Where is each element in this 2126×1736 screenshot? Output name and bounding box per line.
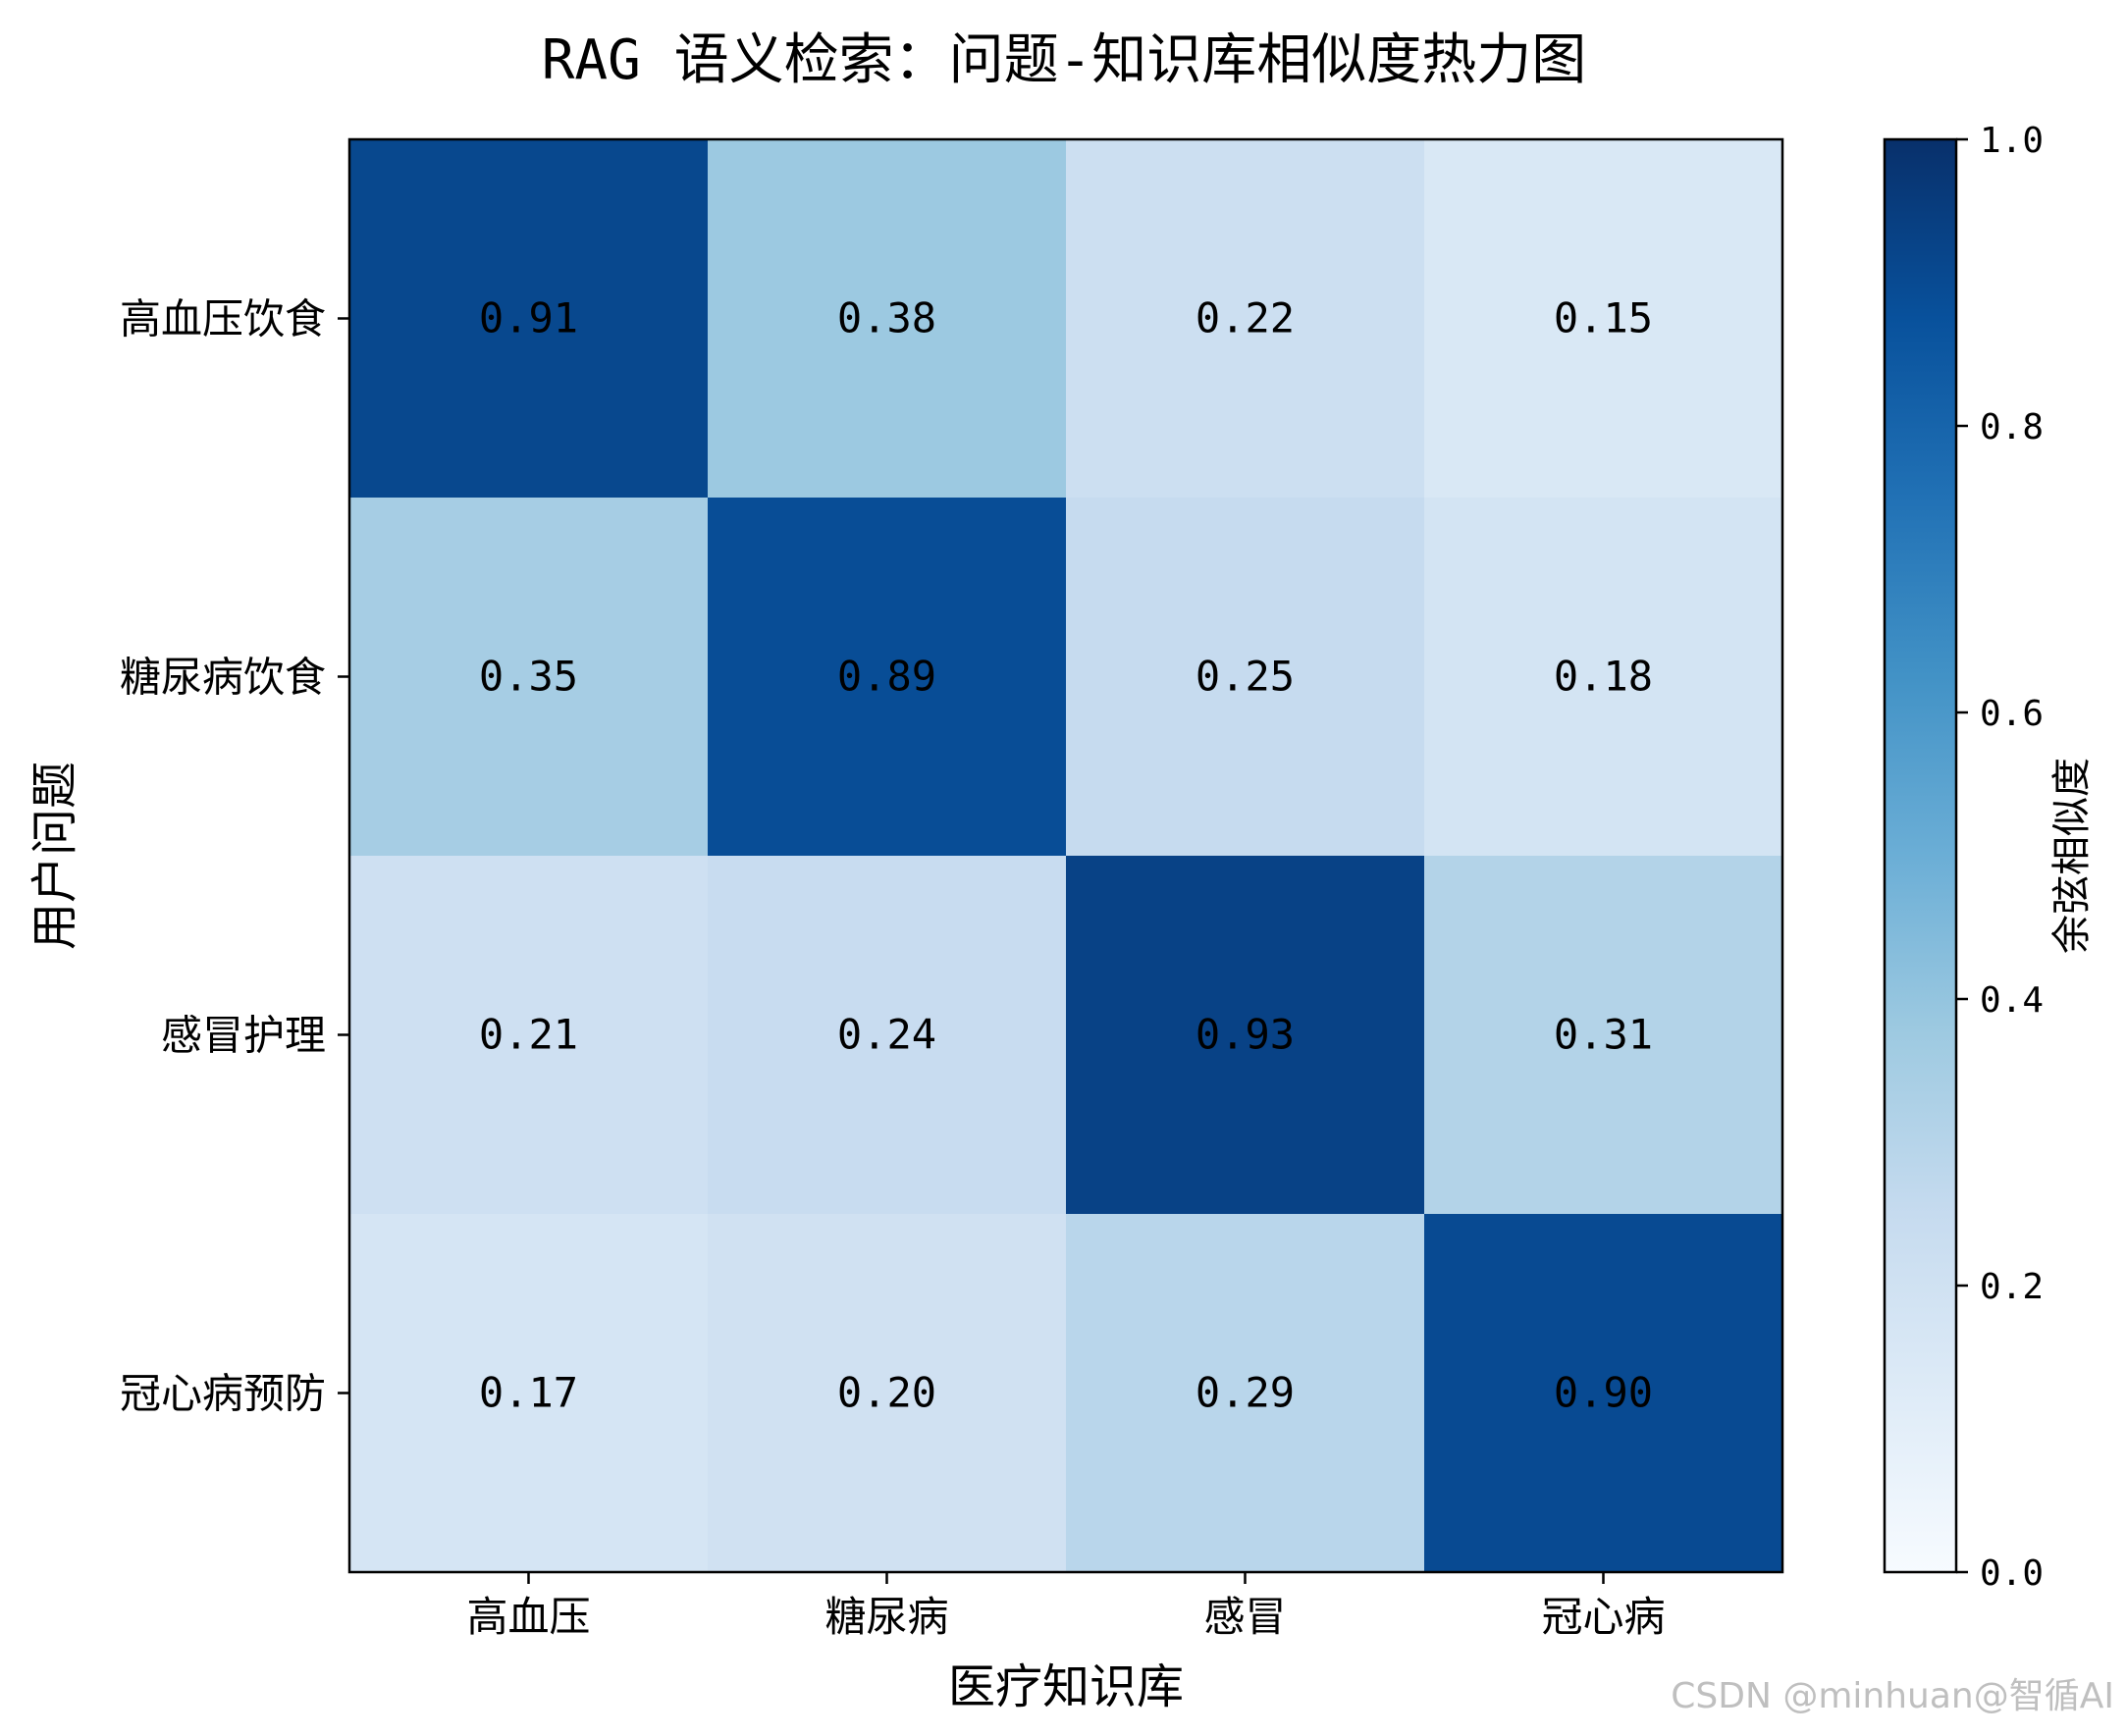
heatmap-cell xyxy=(1424,856,1783,1215)
cell-value-label: 0.93 xyxy=(1196,1011,1295,1059)
x-axis-ticks: 高血压 糖尿病 感冒 冠心病 xyxy=(466,1572,1666,1641)
heatmap-cell xyxy=(1066,1214,1425,1573)
colorbar-tick-label: 0.4 xyxy=(1980,980,2044,1021)
colorbar-tick-label: 0.0 xyxy=(1980,1553,2044,1594)
x-tick-label: 冠心病 xyxy=(1541,1593,1665,1641)
y-tick-label: 感冒护理 xyxy=(161,1012,326,1060)
heatmap-cell xyxy=(349,856,709,1215)
heatmap-cell xyxy=(1066,498,1425,857)
heatmap-cell xyxy=(1424,139,1783,499)
heatmap-cell xyxy=(1424,498,1783,857)
chart-title: RAG 语义检索：问题-知识库相似度热力图 xyxy=(542,28,1587,92)
x-tick-label: 高血压 xyxy=(466,1593,590,1641)
colorbar-tick-label: 0.6 xyxy=(1980,694,2044,734)
heatmap-cell xyxy=(349,1214,709,1573)
cell-value-label: 0.91 xyxy=(479,294,578,342)
y-axis-label: 用户问题 xyxy=(27,762,82,950)
y-tick-label: 高血压饮食 xyxy=(120,295,326,343)
cell-value-label: 0.89 xyxy=(837,653,936,701)
heatmap-cell xyxy=(349,498,709,857)
y-tick-label: 冠心病预防 xyxy=(120,1370,326,1418)
cell-value-label: 0.22 xyxy=(1196,294,1295,342)
heatmap-cell xyxy=(1424,1214,1783,1573)
colorbar-tick-label: 0.8 xyxy=(1980,407,2044,447)
colorbar xyxy=(1883,137,1958,1574)
watermark: CSDN @minhuan@智循AI xyxy=(1671,1676,2114,1716)
cell-value-label: 0.35 xyxy=(479,653,578,701)
colorbar-tick-label: 0.2 xyxy=(1980,1267,2044,1307)
heatmap-cell xyxy=(1066,856,1425,1215)
x-axis-label: 医疗知识库 xyxy=(948,1659,1184,1714)
colorbar-tick-label: 1.0 xyxy=(1980,121,2044,161)
y-tick-label: 糖尿病饮食 xyxy=(120,654,326,702)
cell-value-label: 0.90 xyxy=(1554,1369,1653,1417)
colorbar-label: 余弦相似度 xyxy=(2049,758,2095,954)
cell-value-label: 0.18 xyxy=(1554,653,1653,701)
heatmap-cell xyxy=(1066,139,1425,499)
cell-value-label: 0.17 xyxy=(479,1369,578,1417)
x-tick-label: 糖尿病 xyxy=(824,1593,948,1641)
cell-value-label: 0.15 xyxy=(1554,294,1653,342)
cell-value-label: 0.21 xyxy=(479,1011,578,1059)
x-tick-label: 感冒 xyxy=(1203,1593,1286,1641)
cell-value-label: 0.29 xyxy=(1196,1369,1295,1417)
cell-value-label: 0.20 xyxy=(837,1369,936,1417)
heatmap-cell-labels: 0.91 0.38 0.22 0.15 0.35 0.89 0.25 0.18 0.21 0.24… xyxy=(479,294,1653,1417)
heatmap-cell xyxy=(708,139,1067,499)
heatmap-cell xyxy=(349,139,709,499)
heatmap-cell xyxy=(708,498,1067,857)
heatmap-cells xyxy=(349,139,1783,1573)
plot-frame xyxy=(347,137,1784,1574)
cell-value-label: 0.25 xyxy=(1196,653,1295,701)
heatmap-cell xyxy=(708,1214,1067,1573)
cell-value-label: 0.38 xyxy=(837,294,936,342)
colorbar-ticks: 0.0 0.2 0.4 0.6 0.8 1.0 xyxy=(1956,121,2044,1594)
heatmap-cell xyxy=(708,856,1067,1215)
cell-value-label: 0.31 xyxy=(1554,1011,1653,1059)
cell-value-label: 0.24 xyxy=(837,1011,936,1059)
